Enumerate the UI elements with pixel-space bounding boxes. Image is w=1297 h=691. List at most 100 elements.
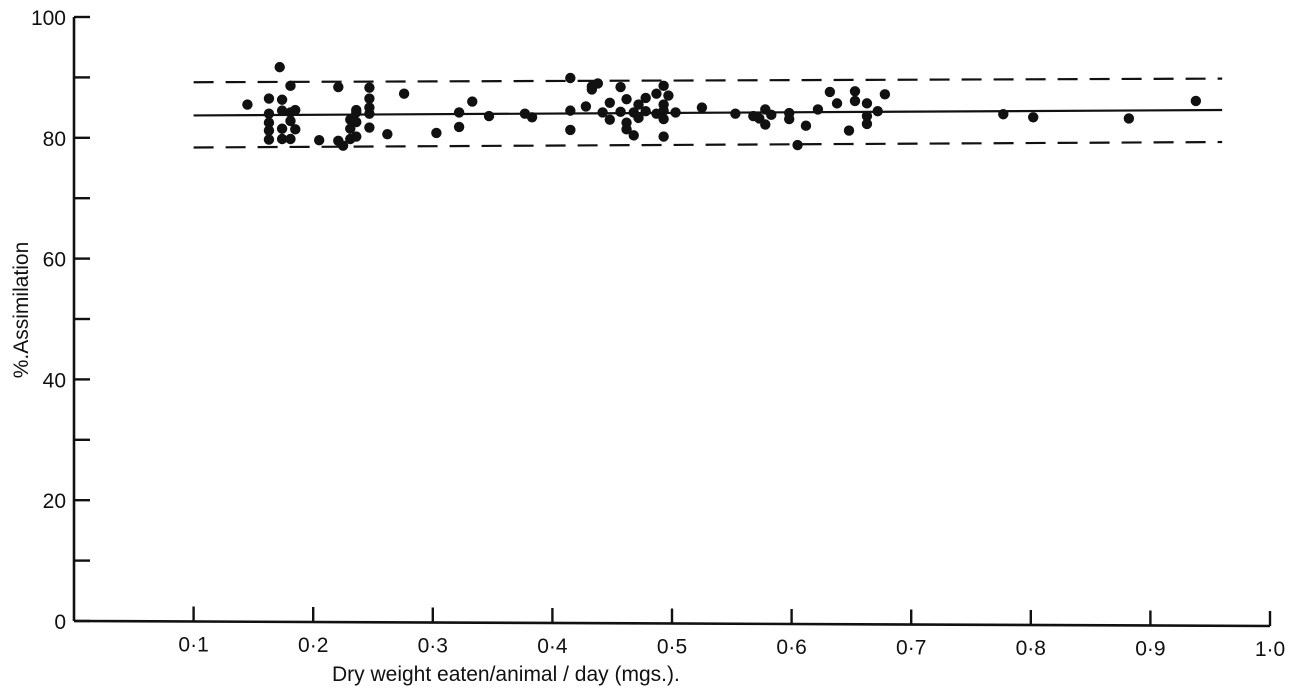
data-point-0 [242, 99, 253, 110]
data-point-38 [467, 96, 478, 107]
data-point-88 [849, 95, 861, 107]
data-point-91 [861, 118, 873, 130]
x-tick-label-3: 0·4 [537, 635, 568, 658]
data-point-53 [615, 106, 626, 118]
x-tick-label-5: 0·6 [776, 636, 806, 659]
data-point-83 [812, 104, 824, 115]
data-point-82 [800, 120, 812, 131]
data-point-17 [313, 135, 325, 146]
data-point-78 [766, 109, 777, 121]
data-point-92 [872, 106, 883, 117]
x-tick-label-1: 0·2 [298, 634, 328, 657]
data-point-16 [290, 124, 301, 135]
y-tick-label-100: 100 [31, 7, 66, 30]
data-points [242, 61, 1202, 151]
data-point-33 [382, 128, 393, 140]
x-tick-label-9: 1·0 [1255, 638, 1285, 661]
data-point-25 [351, 116, 362, 128]
data-point-81 [792, 139, 803, 151]
data-point-94 [998, 109, 1009, 120]
data-point-27 [351, 107, 362, 118]
data-point-5 [263, 134, 275, 145]
x-tick-label-8: 0·9 [1135, 638, 1165, 661]
data-point-84 [824, 86, 836, 98]
data-point-36 [453, 107, 465, 118]
y-tick-label-40: 40 [43, 369, 66, 392]
data-point-50 [604, 97, 616, 108]
y-tick-label-60: 60 [43, 249, 66, 272]
data-point-51 [604, 114, 616, 125]
data-point-54 [621, 93, 632, 105]
data-point-18 [333, 81, 344, 93]
data-point-56 [621, 124, 632, 135]
y-ticks: 0 20 40 60 80 100 [31, 7, 90, 634]
data-point-48 [592, 78, 604, 89]
data-point-42 [565, 72, 576, 84]
data-point-28 [364, 82, 375, 93]
data-point-95 [1027, 112, 1039, 123]
data-point-34 [398, 88, 410, 99]
data-point-14 [285, 133, 296, 145]
data-point-6 [274, 61, 285, 73]
data-point-77 [760, 119, 771, 130]
data-point-59 [633, 99, 644, 110]
data-point-3 [263, 117, 275, 128]
data-point-41 [526, 112, 538, 123]
data-point-15 [290, 104, 301, 116]
x-tick-label-6: 0·7 [896, 637, 926, 660]
data-point-39 [483, 110, 495, 122]
data-point-69 [658, 131, 669, 142]
data-point-9 [276, 123, 288, 134]
x-tick-label-0: 0·1 [178, 634, 208, 657]
x-tick-label-7: 0·8 [1016, 637, 1046, 660]
data-point-62 [640, 106, 651, 117]
data-point-32 [364, 122, 375, 133]
data-point-52 [615, 81, 626, 93]
axes [72, 17, 1271, 628]
y-tick-label-20: 20 [43, 490, 66, 513]
data-point-57 [628, 130, 639, 141]
x-ticks: 0·1 0·2 0·3 0·4 0·5 0·6 0·7 0·8 0·9 1·0 [178, 606, 1285, 661]
data-point-87 [849, 86, 861, 97]
data-point-7 [276, 94, 288, 105]
data-point-85 [831, 98, 843, 109]
data-point-89 [861, 98, 873, 109]
data-point-31 [364, 108, 375, 119]
data-point-71 [670, 107, 681, 118]
dashed-limit-line-1 [193, 77, 1223, 84]
y-tick-label-80: 80 [43, 128, 66, 151]
x-tick-label-4: 0·5 [657, 636, 687, 659]
data-point-61 [640, 92, 651, 104]
data-point-70 [663, 90, 674, 101]
data-point-97 [1190, 95, 1202, 107]
data-point-4 [263, 125, 275, 136]
data-point-10 [276, 133, 288, 145]
data-point-80 [784, 113, 795, 125]
data-point-43 [565, 105, 576, 116]
data-point-93 [879, 89, 891, 100]
data-point-37 [453, 121, 465, 133]
data-point-22 [345, 123, 356, 134]
data-point-13 [285, 115, 296, 127]
data-point-20 [337, 140, 349, 151]
y-axis-title: %.Assimilation [10, 242, 33, 379]
data-point-68 [658, 113, 669, 125]
data-point-11 [285, 80, 296, 92]
data-point-26 [351, 131, 362, 142]
dashed-limit-line-2 [193, 140, 1223, 149]
y-tick-label-0: 0 [54, 611, 66, 634]
data-point-63 [651, 88, 662, 99]
data-point-29 [364, 93, 375, 104]
regression-line-0 [193, 108, 1223, 117]
data-point-35 [431, 127, 442, 139]
data-point-67 [658, 105, 669, 116]
data-point-90 [861, 110, 873, 122]
data-point-2 [263, 108, 275, 119]
data-point-45 [580, 101, 592, 112]
data-point-60 [633, 112, 644, 124]
data-point-96 [1123, 113, 1135, 124]
data-point-49 [597, 107, 608, 118]
x-axis-title: Dry weight eaten/animal / day (mgs.). [332, 663, 680, 686]
x-tick-label-2: 0·3 [418, 635, 448, 658]
data-point-44 [565, 124, 576, 136]
